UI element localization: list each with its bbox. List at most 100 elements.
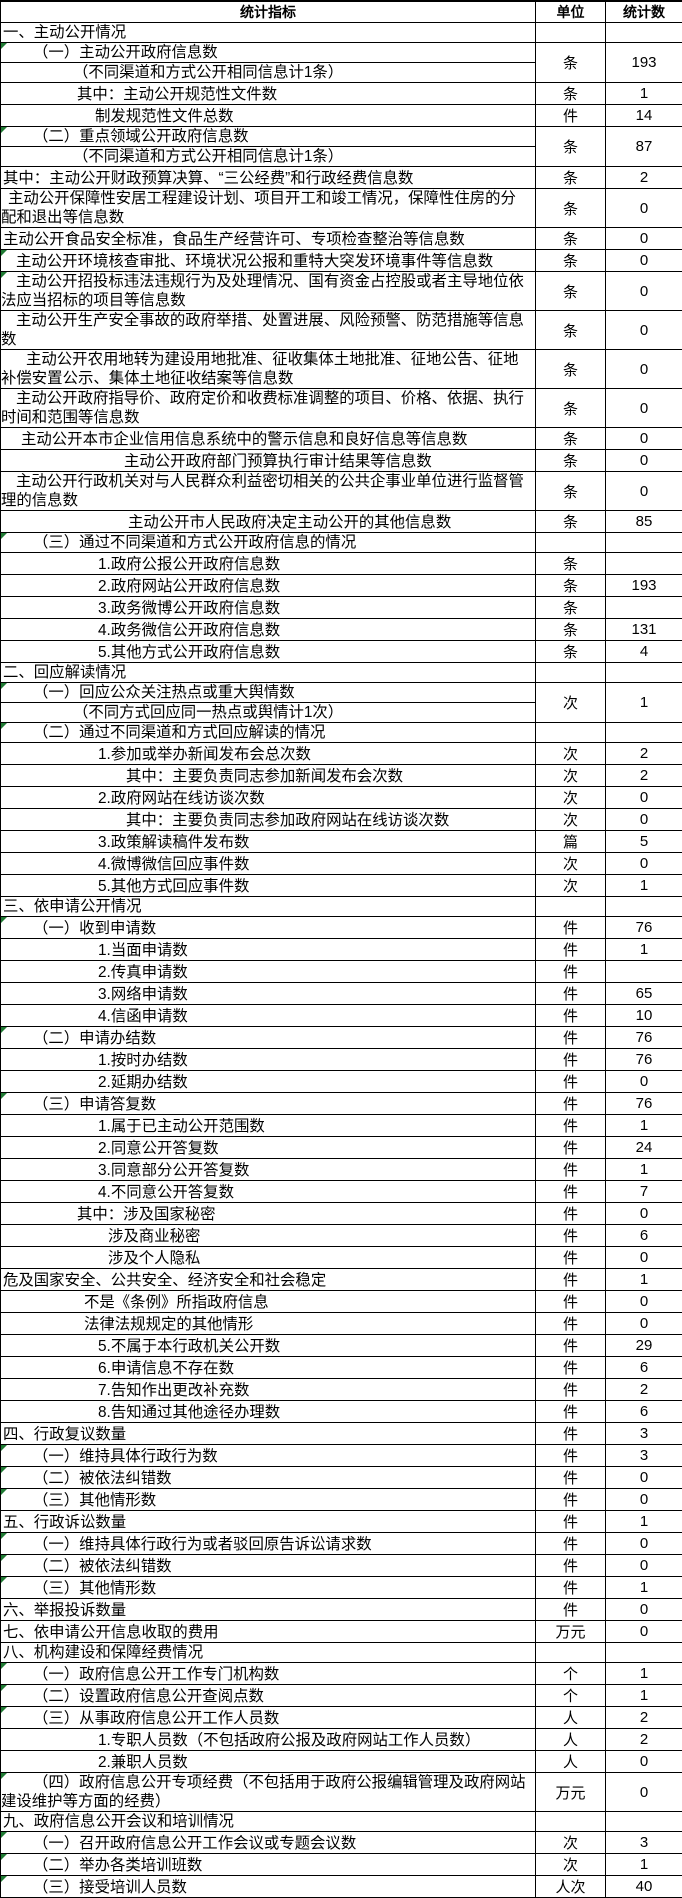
- value-cell: 0: [606, 272, 682, 311]
- value-cell: 0: [606, 189, 682, 228]
- excel-flag-icon: [1, 1832, 7, 1838]
- value-cell: 76: [606, 1049, 682, 1071]
- unit-cell: 件: [536, 1555, 606, 1577]
- indicator-cell: 三、依申请公开情况: [1, 897, 536, 917]
- excel-flag-icon: [1, 250, 7, 256]
- value-cell: 1: [606, 83, 682, 105]
- value-cell: 0: [606, 1467, 682, 1489]
- unit-cell: [536, 1812, 606, 1832]
- indicator-cell: 涉及商业秘密: [1, 1225, 536, 1247]
- value-cell: 87: [606, 127, 682, 167]
- value-cell: 2: [606, 1707, 682, 1729]
- indicator-cell: 其中：主要负责同志参加政府网站在线访谈次数: [1, 809, 536, 831]
- indicator-cell: 5.其他方式公开政府信息数: [1, 641, 536, 663]
- value-cell: 3: [606, 1423, 682, 1445]
- unit-cell: 条: [536, 619, 606, 641]
- indicator-cell: 4.不同意公开答复数: [1, 1181, 536, 1203]
- indicator-cell: （四）政府信息公开专项经费（不包括用于政府公报编辑管理及政府网站建设维护等方面的…: [1, 1773, 536, 1812]
- unit-cell: 条: [536, 389, 606, 428]
- value-cell: 85: [606, 511, 682, 533]
- value-cell: 29: [606, 1335, 682, 1357]
- indicator-cell: 五、行政诉讼数量: [1, 1511, 536, 1533]
- indicator-cell: 主动公开政府指导价、政府定价和收费标准调整的项目、价格、依据、执行时间和范围等信…: [1, 389, 536, 428]
- indicator-cell: 二、回应解读情况: [1, 663, 536, 683]
- value-cell: [606, 23, 682, 43]
- value-cell: 1: [606, 1577, 682, 1599]
- value-cell: 6: [606, 1401, 682, 1423]
- value-cell: [606, 533, 682, 553]
- unit-cell: 次: [536, 787, 606, 809]
- unit-cell: 件: [536, 1533, 606, 1555]
- value-cell: [606, 1812, 682, 1832]
- indicator-cell: 1.专职人员数（不包括政府公报及政府网站工作人员数）: [1, 1729, 536, 1751]
- indicator-cell: 6.申请信息不存在数: [1, 1357, 536, 1379]
- indicator-cell: 主动公开食品安全标准，食品生产经营许可、专项检查整治等信息数: [1, 228, 536, 250]
- value-cell: 1: [606, 939, 682, 961]
- unit-cell: 件: [536, 1225, 606, 1247]
- excel-flag-icon: [1, 1577, 7, 1583]
- header-indicator: 统计指标: [1, 1, 536, 23]
- table-row: 三、依申请公开情况: [1, 897, 682, 917]
- value-cell: 0: [606, 389, 682, 428]
- unit-cell: 个: [536, 1663, 606, 1685]
- value-cell: 2: [606, 765, 682, 787]
- value-cell: 2: [606, 167, 682, 189]
- indicator-cell: （二）举办各类培训班数: [1, 1854, 536, 1876]
- value-cell: 1: [606, 1663, 682, 1685]
- unit-cell: 人: [536, 1751, 606, 1773]
- unit-cell: 条: [536, 167, 606, 189]
- indicator-cell: 1.属于已主动公开范围数: [1, 1115, 536, 1137]
- value-cell: 0: [606, 1533, 682, 1555]
- excel-flag-icon: [1, 1027, 7, 1033]
- indicator-cell: 5.不属于本行政机关公开数: [1, 1335, 536, 1357]
- unit-cell: [536, 533, 606, 553]
- value-cell: 1: [606, 1854, 682, 1876]
- value-cell: 1: [606, 1511, 682, 1533]
- indicator-cell: 1.政府公报公开政府信息数: [1, 553, 536, 575]
- value-cell: 0: [606, 853, 682, 875]
- unit-cell: 件: [536, 1423, 606, 1445]
- unit-cell: 条: [536, 350, 606, 389]
- value-cell: 5: [606, 831, 682, 853]
- unit-cell: 条: [536, 43, 606, 83]
- value-cell: 0: [606, 1313, 682, 1335]
- unit-cell: 件: [536, 1445, 606, 1467]
- indicator-cell: （三）接受培训人员数: [1, 1876, 536, 1898]
- value-cell: 3: [606, 1832, 682, 1854]
- indicator-cell: 4.信函申请数: [1, 1005, 536, 1027]
- header-unit: 单位: [536, 1, 606, 23]
- value-cell: 2: [606, 1729, 682, 1751]
- unit-cell: 条: [536, 83, 606, 105]
- value-cell: 6: [606, 1357, 682, 1379]
- value-cell: 76: [606, 1027, 682, 1049]
- unit-cell: 次: [536, 853, 606, 875]
- unit-cell: 条: [536, 641, 606, 663]
- value-cell: 0: [606, 809, 682, 831]
- unit-cell: 条: [536, 597, 606, 619]
- excel-flag-icon: [1, 1093, 7, 1099]
- unit-cell: 条: [536, 472, 606, 511]
- value-cell: 0: [606, 350, 682, 389]
- value-cell: 0: [606, 1751, 682, 1773]
- indicator-cell: （二）被依法纠错数: [1, 1467, 536, 1489]
- indicator-cell: 不是《条例》所指政府信息: [1, 1291, 536, 1313]
- unit-cell: 件: [536, 1401, 606, 1423]
- unit-cell: 件: [536, 1049, 606, 1071]
- value-cell: 40: [606, 1876, 682, 1898]
- indicator-cell: 1.参加或举办新闻发布会总次数: [1, 743, 536, 765]
- value-cell: [606, 897, 682, 917]
- value-cell: [606, 663, 682, 683]
